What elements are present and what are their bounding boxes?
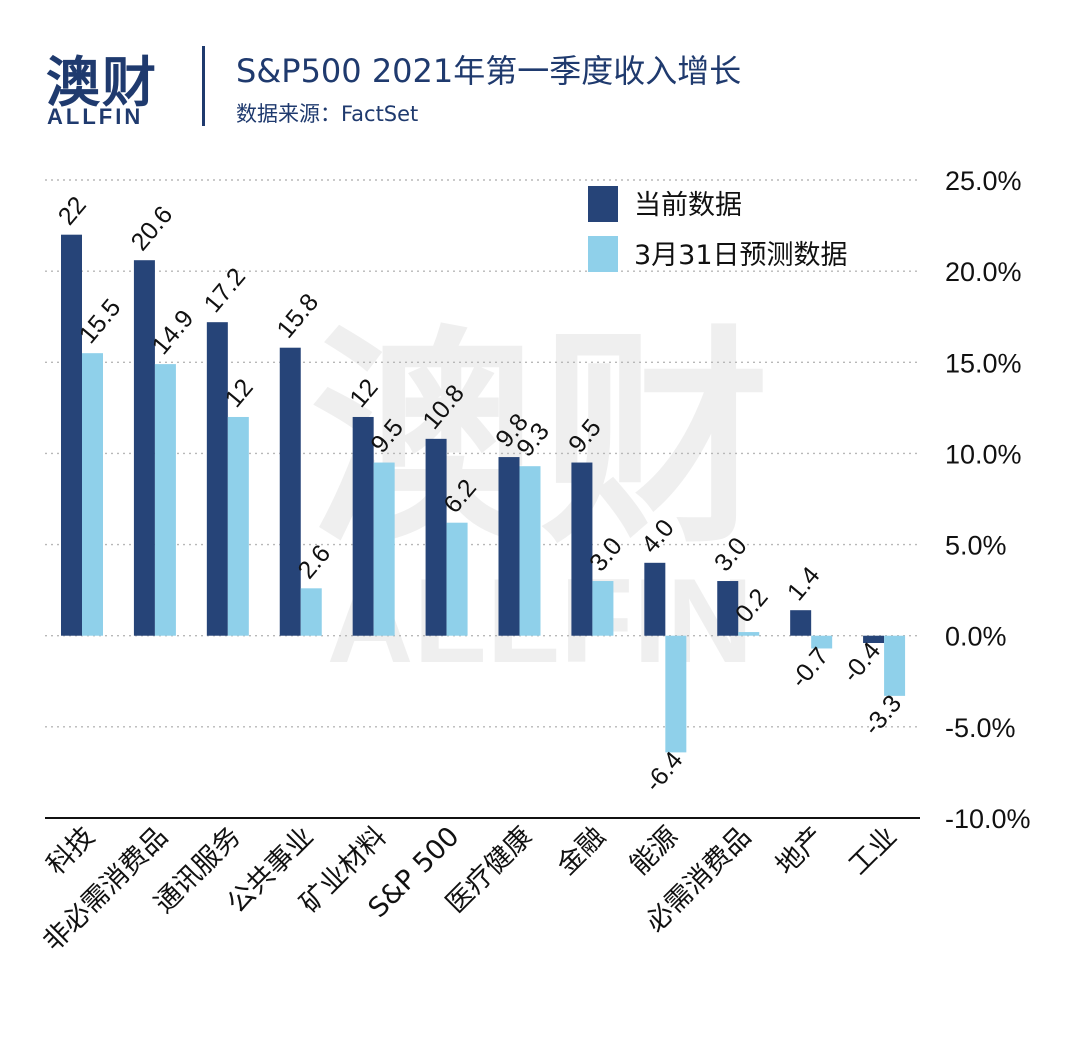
bar-current bbox=[644, 562, 666, 636]
data-source: 数据来源：FactSet bbox=[236, 102, 419, 126]
bar-forecast bbox=[82, 353, 103, 636]
x-tick-label: 科技 bbox=[41, 821, 101, 881]
logo-chinese: 澳财 bbox=[46, 51, 158, 114]
bar-forecast bbox=[592, 581, 614, 636]
bar-current bbox=[498, 457, 520, 636]
y-tick-label: 20.0% bbox=[945, 257, 1022, 287]
bar-current bbox=[133, 260, 155, 636]
bar-forecast bbox=[154, 364, 176, 636]
x-tick-label: 工业 bbox=[843, 821, 903, 881]
bar-forecast bbox=[665, 635, 687, 753]
data-labels: 2215.520.614.917.21215.82.6129.510.86.29… bbox=[53, 191, 908, 797]
x-tick-label: 能源 bbox=[624, 821, 684, 881]
bar-current bbox=[206, 322, 228, 636]
bars bbox=[61, 234, 906, 753]
bar-forecast bbox=[373, 462, 395, 636]
bar-current bbox=[863, 635, 885, 644]
bar-current bbox=[61, 234, 82, 636]
data-label-current: 20.6 bbox=[126, 201, 179, 256]
x-tick-label: 地产 bbox=[770, 821, 830, 881]
legend-label-current: 当前数据 bbox=[634, 190, 742, 221]
bar-current bbox=[790, 610, 812, 636]
bar-current bbox=[717, 581, 739, 636]
y-tick-label: 0.0% bbox=[945, 622, 1007, 652]
y-tick-label: 5.0% bbox=[945, 531, 1007, 561]
logo-english: ALLFIN bbox=[47, 104, 144, 129]
chart-title: S&P500 2021年第一季度收入增长 bbox=[236, 52, 742, 90]
bar-forecast bbox=[738, 632, 760, 636]
bar-current bbox=[425, 438, 447, 636]
chart-header: 澳财 ALLFIN S&P500 2021年第一季度收入增长 数据来源：Fact… bbox=[0, 0, 1080, 140]
bar-forecast bbox=[227, 416, 249, 636]
bar-forecast bbox=[884, 635, 906, 696]
data-label-current: 22 bbox=[53, 191, 92, 230]
data-label-forecast: -6.4 bbox=[639, 746, 688, 797]
legend-label-forecast: 3月31日预测数据 bbox=[634, 240, 848, 271]
bar-forecast bbox=[519, 466, 541, 636]
y-tick-label: -5.0% bbox=[945, 713, 1016, 743]
bar-forecast bbox=[300, 588, 322, 636]
y-tick-label: 10.0% bbox=[945, 439, 1022, 469]
bar-current bbox=[571, 462, 593, 636]
y-tick-label: 15.0% bbox=[945, 348, 1022, 378]
legend-swatch-forecast bbox=[588, 236, 618, 272]
y-tick-label: -10.0% bbox=[945, 804, 1031, 834]
y-tick-label: 25.0% bbox=[945, 166, 1022, 196]
bar-forecast bbox=[811, 635, 833, 649]
legend-swatch-current bbox=[588, 186, 618, 222]
legend: 当前数据 3月31日预测数据 bbox=[588, 186, 848, 272]
y-axis: 25.0% 20.0% 15.0% 10.0% 5.0% 0.0% -5.0% -10.0% bbox=[945, 166, 1031, 834]
data-label-current: -0.4 bbox=[837, 637, 886, 688]
x-tick-label: 金融 bbox=[551, 821, 611, 881]
bar-current bbox=[352, 416, 374, 636]
data-label-current: 1.4 bbox=[782, 561, 826, 606]
data-label-forecast: -3.3 bbox=[858, 690, 907, 741]
header-divider bbox=[202, 46, 205, 126]
gridlines bbox=[45, 179, 920, 728]
bar-current bbox=[279, 347, 301, 636]
bar-forecast bbox=[446, 522, 468, 636]
data-label-forecast: -0.7 bbox=[785, 642, 834, 693]
